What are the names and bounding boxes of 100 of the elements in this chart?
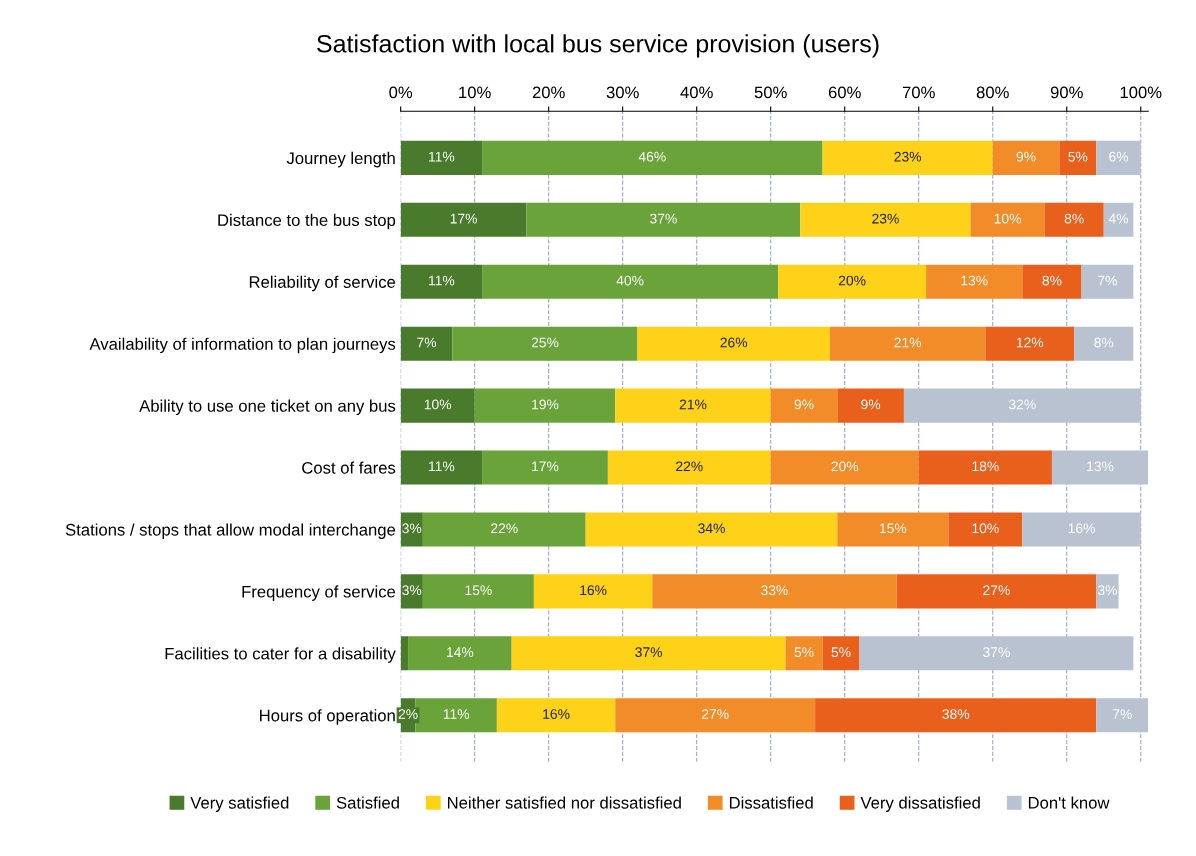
bar — [770, 388, 838, 423]
bar — [800, 202, 971, 237]
bar — [859, 636, 1134, 671]
bar — [948, 512, 1023, 547]
y-tick-label: Reliability of service — [249, 275, 396, 292]
bar — [1096, 140, 1141, 175]
data-label: 5% — [1068, 151, 1088, 162]
x-tick-label: 50% — [754, 86, 787, 99]
bar — [1074, 326, 1134, 361]
bar — [400, 512, 423, 547]
bar — [896, 574, 1097, 609]
data-label: 7% — [417, 337, 437, 348]
data-label: 40% — [616, 275, 644, 286]
data-label: 6% — [1109, 151, 1129, 162]
data-label: 21% — [679, 399, 707, 410]
bar — [615, 388, 771, 423]
x-tick-label: 80% — [976, 86, 1009, 99]
bar — [815, 698, 1097, 733]
chart-title: Satisfaction with local bus service provision (users) — [317, 34, 879, 58]
data-label: 9% — [861, 399, 881, 410]
bar — [926, 264, 1023, 299]
bar — [533, 574, 653, 609]
data-label: 12% — [1016, 337, 1044, 348]
legend-label: Satisfied — [336, 796, 399, 809]
bar — [837, 388, 904, 423]
data-label: 23% — [872, 213, 899, 224]
x-tick-label: 20% — [532, 86, 565, 99]
x-tick-label: 60% — [828, 86, 861, 99]
data-label: 5% — [794, 647, 814, 658]
bar — [615, 698, 816, 733]
bar — [408, 636, 512, 671]
data-label: 16% — [580, 585, 607, 596]
data-label: 8% — [1042, 275, 1062, 286]
bar — [452, 326, 638, 361]
bar — [585, 512, 838, 547]
bar — [1022, 512, 1141, 547]
bar — [482, 450, 608, 485]
bar — [1059, 140, 1097, 175]
bar — [985, 326, 1075, 361]
y-tick-label: Journey length — [286, 151, 395, 168]
bar — [652, 574, 897, 609]
legend-label: Neither satisfied nor dissatisfied — [448, 796, 681, 809]
data-label: 27% — [702, 709, 729, 719]
bar — [637, 326, 830, 361]
data-label: 16% — [1068, 523, 1095, 534]
legend-label: Don't know — [1028, 796, 1110, 809]
bar — [822, 140, 993, 175]
data-label: 10% — [424, 399, 452, 410]
data-label: 7% — [1112, 709, 1132, 719]
bar — [822, 636, 860, 671]
bar — [474, 388, 616, 423]
x-tick-label: 90% — [1050, 86, 1083, 99]
bar — [770, 450, 919, 485]
data-label: 11% — [429, 461, 455, 472]
bar — [970, 202, 1045, 237]
y-tick-label: Distance to the bus stop — [218, 213, 396, 230]
legend-label: Very dissatisfied — [860, 796, 980, 812]
legend-label: Very satisfied — [190, 796, 289, 812]
data-label: 11% — [429, 275, 455, 286]
data-label: 15% — [879, 523, 907, 534]
x-tick-label: 40% — [680, 86, 713, 99]
y-tick-label: Cost of fares — [302, 461, 396, 474]
data-label: 13% — [961, 275, 988, 286]
bar — [903, 388, 1141, 423]
data-label: 11% — [429, 151, 455, 162]
x-tick-label: 30% — [606, 86, 639, 99]
bar — [785, 636, 823, 671]
data-label: 26% — [720, 337, 748, 348]
data-label: 20% — [831, 461, 859, 472]
bar — [511, 636, 786, 671]
x-tick-label: 100% — [1120, 86, 1162, 99]
x-tick-label: 10% — [459, 86, 491, 99]
data-label: 3% — [402, 585, 422, 596]
y-tick-label: Facilities to cater for a disability — [165, 647, 396, 663]
x-tick-label: 0% — [389, 86, 413, 99]
data-label: 13% — [1087, 461, 1114, 472]
bar — [992, 140, 1060, 175]
data-label: 10% — [994, 213, 1021, 224]
data-label: 7% — [1098, 275, 1117, 286]
bar — [526, 202, 801, 237]
y-tick-label: Frequency of service — [242, 585, 396, 601]
bar — [496, 698, 616, 733]
data-label: 10% — [972, 523, 999, 534]
data-label: 21% — [894, 337, 922, 348]
bar — [422, 574, 534, 609]
data-label: 19% — [532, 399, 559, 410]
bar — [1051, 450, 1149, 485]
data-label: 2% — [398, 709, 418, 719]
x-tick-label: 70% — [902, 86, 935, 99]
y-tick-label: Stations / stops that allow modal interchange — [65, 523, 396, 539]
data-label: 27% — [983, 585, 1010, 596]
data-label: 15% — [465, 585, 492, 596]
bar — [400, 140, 483, 175]
bar — [837, 512, 949, 547]
data-label: 46% — [638, 151, 666, 162]
bar — [400, 450, 483, 485]
bar — [400, 264, 483, 299]
data-label: 37% — [650, 213, 677, 224]
data-label: 33% — [761, 585, 788, 596]
data-label: 8% — [1064, 213, 1084, 224]
